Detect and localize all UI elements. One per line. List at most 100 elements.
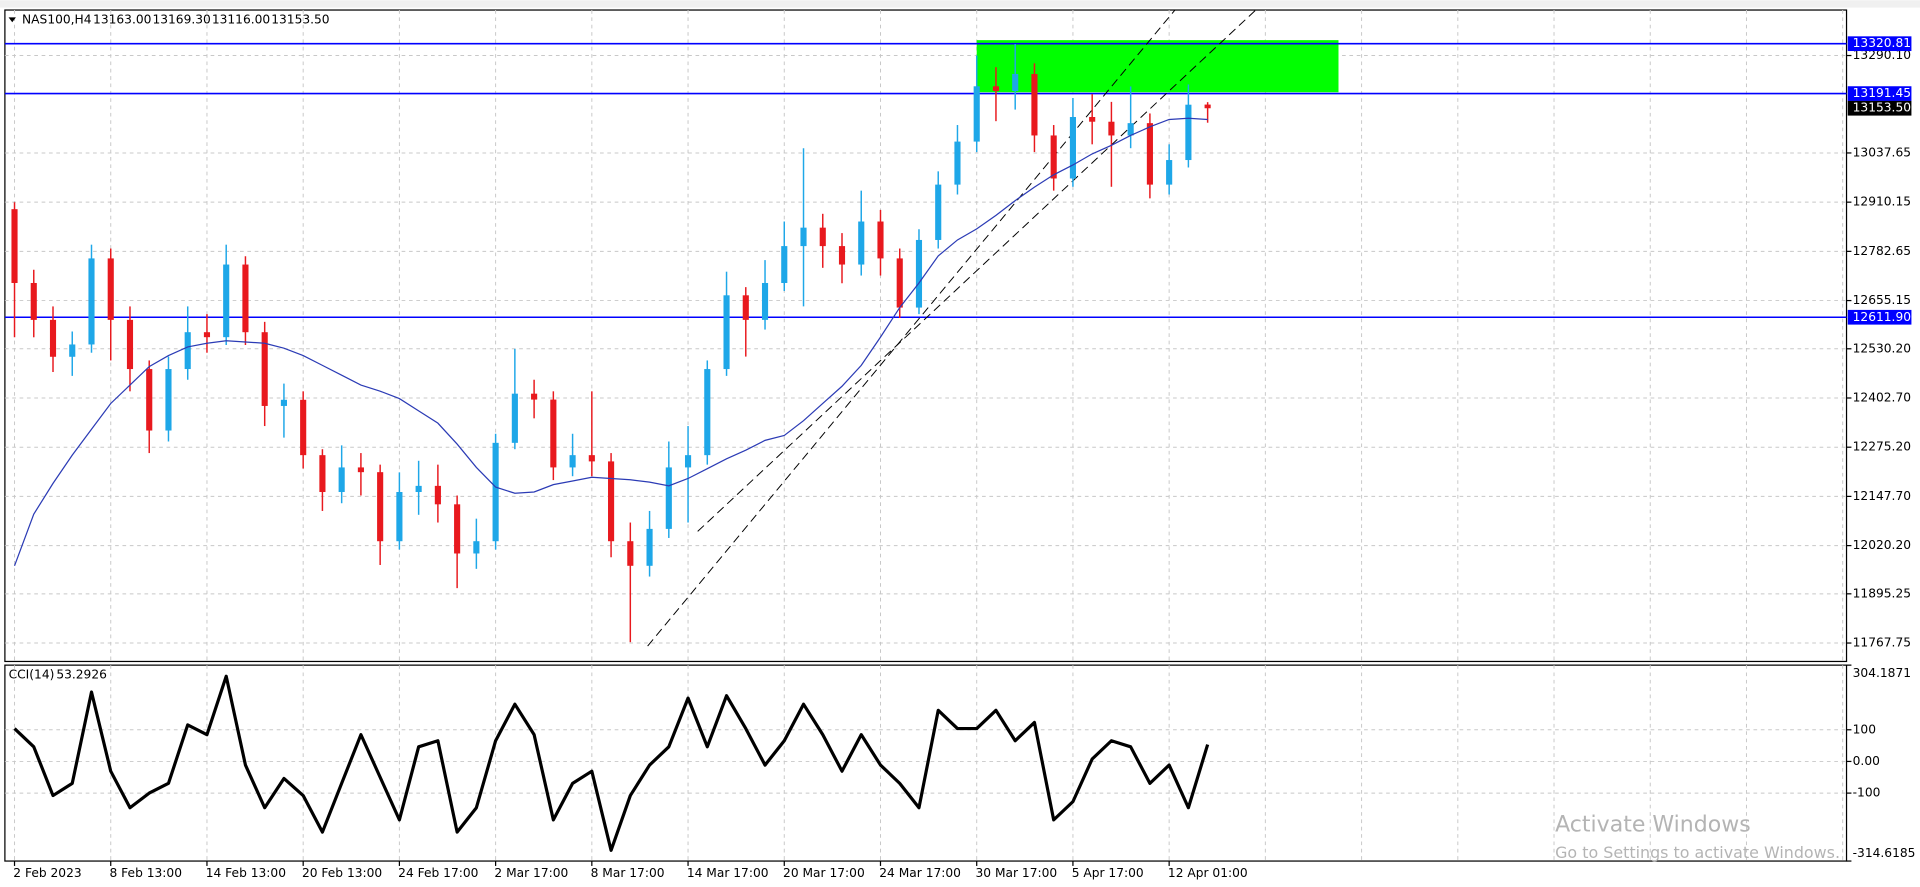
candle-body <box>319 455 326 493</box>
candle-body <box>704 369 711 456</box>
y-tick-label: 100 <box>1853 722 1876 736</box>
price-label-box <box>1847 100 1912 116</box>
x-tick-label: 2 Feb 2023 <box>13 866 81 880</box>
moving-average <box>13 117 1208 567</box>
x-tick-label: 2 Mar 17:00 <box>494 866 568 880</box>
price-label: 13153.50 <box>1853 101 1911 115</box>
tab-strip <box>0 0 1920 8</box>
watermark-subtitle: Go to Settings to activate Windows. <box>1555 843 1840 862</box>
y-tick-label: 12910.15 <box>1853 195 1911 209</box>
level-label: 12611.90 <box>1853 310 1911 324</box>
candle-body <box>858 221 865 265</box>
candle-body <box>627 541 634 566</box>
candle-body <box>761 282 769 320</box>
cci-pane-frame <box>4 664 1848 862</box>
y-tick-label: -100 <box>1853 786 1881 800</box>
x-tick-label: 20 Mar 17:00 <box>783 866 865 880</box>
candle-body <box>107 258 114 320</box>
candle-body <box>146 369 153 431</box>
y-tick-label: 12020.20 <box>1853 538 1911 552</box>
candle-body <box>781 246 788 283</box>
price-pane-frame <box>4 9 1848 663</box>
candle-body <box>377 472 384 542</box>
y-tick-label: 12402.70 <box>1853 390 1911 404</box>
header-value: 13163.00 <box>93 12 151 26</box>
candle-body <box>300 399 307 456</box>
candle-body <box>396 492 403 542</box>
chart-title: NAS100,H4 <box>22 12 92 26</box>
candle-body <box>30 282 37 320</box>
candle-body <box>1031 73 1038 136</box>
candle-body <box>588 455 595 462</box>
candle-body <box>646 528 653 566</box>
candle-body <box>415 485 422 493</box>
candle-body <box>838 246 846 265</box>
candle-body <box>11 209 18 283</box>
candle-body <box>126 319 134 370</box>
level-label-box <box>1847 36 1912 52</box>
candle-body <box>69 344 76 357</box>
candle-body <box>165 369 172 431</box>
y-tick-label: 11767.75 <box>1853 636 1911 650</box>
level-label: 13191.45 <box>1853 86 1911 100</box>
cci-line <box>13 674 1210 852</box>
candle-body <box>434 485 441 505</box>
level-label-box <box>1847 86 1912 101</box>
candle-body <box>896 258 903 308</box>
candle-body <box>665 467 672 529</box>
candle-body <box>473 541 480 554</box>
candle-body <box>261 332 268 406</box>
candle-body <box>915 239 923 308</box>
candle-body <box>723 295 730 370</box>
candle-body <box>49 319 57 357</box>
header-value: 13116.00 <box>212 12 270 26</box>
y-tick-label: 11895.25 <box>1853 586 1911 600</box>
candle-body <box>550 399 557 468</box>
y-tick-label: 0.00 <box>1853 754 1880 768</box>
header-value: 13169.30 <box>152 12 210 26</box>
watermark-title: Activate Windows <box>1555 813 1751 838</box>
candle-body <box>742 295 749 320</box>
y-tick-label: 12147.70 <box>1853 489 1911 503</box>
candle-body <box>1185 104 1192 161</box>
candle-body <box>242 264 249 333</box>
x-tick-label: 14 Feb 13:00 <box>206 866 286 880</box>
symbol-menu-icon <box>8 17 16 23</box>
candle-body <box>800 227 807 247</box>
candle-body <box>1166 160 1173 185</box>
x-tick-label: 12 Apr 01:00 <box>1168 866 1248 880</box>
candle-body <box>877 221 884 259</box>
trendline <box>647 9 1176 647</box>
candle-body <box>223 264 230 338</box>
indicator-title: CCI(14) <box>9 667 55 681</box>
level-label-box <box>1847 309 1912 325</box>
y-tick-label: 13290.10 <box>1853 48 1911 62</box>
candle-body <box>357 467 364 473</box>
zone <box>976 40 1339 93</box>
x-tick-label: 30 Mar 17:00 <box>975 866 1057 880</box>
candle-body <box>454 504 461 554</box>
y-tick-label: 12782.65 <box>1853 244 1911 258</box>
candle-body <box>569 455 576 468</box>
y-tick-label: 12655.15 <box>1853 293 1911 307</box>
candle-body <box>1204 104 1211 109</box>
candle-body <box>935 184 942 240</box>
candle-body <box>511 393 518 443</box>
indicator-value: 53.2926 <box>56 667 107 681</box>
candle-body <box>1146 123 1153 185</box>
candle-body <box>608 461 615 542</box>
header-value: 13153.50 <box>271 12 329 26</box>
x-tick-label: 20 Feb 13:00 <box>302 866 382 880</box>
x-tick-label: 24 Mar 17:00 <box>879 866 961 880</box>
candle-body <box>954 141 961 185</box>
y-tick-label: 12275.20 <box>1853 440 1911 454</box>
y-tick-label: 304.1871 <box>1853 666 1911 680</box>
candle-body <box>492 442 499 542</box>
candle-body <box>1108 121 1115 136</box>
x-tick-label: 5 Apr 17:00 <box>1072 866 1144 880</box>
y-tick-label: -314.6185 <box>1853 846 1916 860</box>
candle-body <box>280 399 287 406</box>
